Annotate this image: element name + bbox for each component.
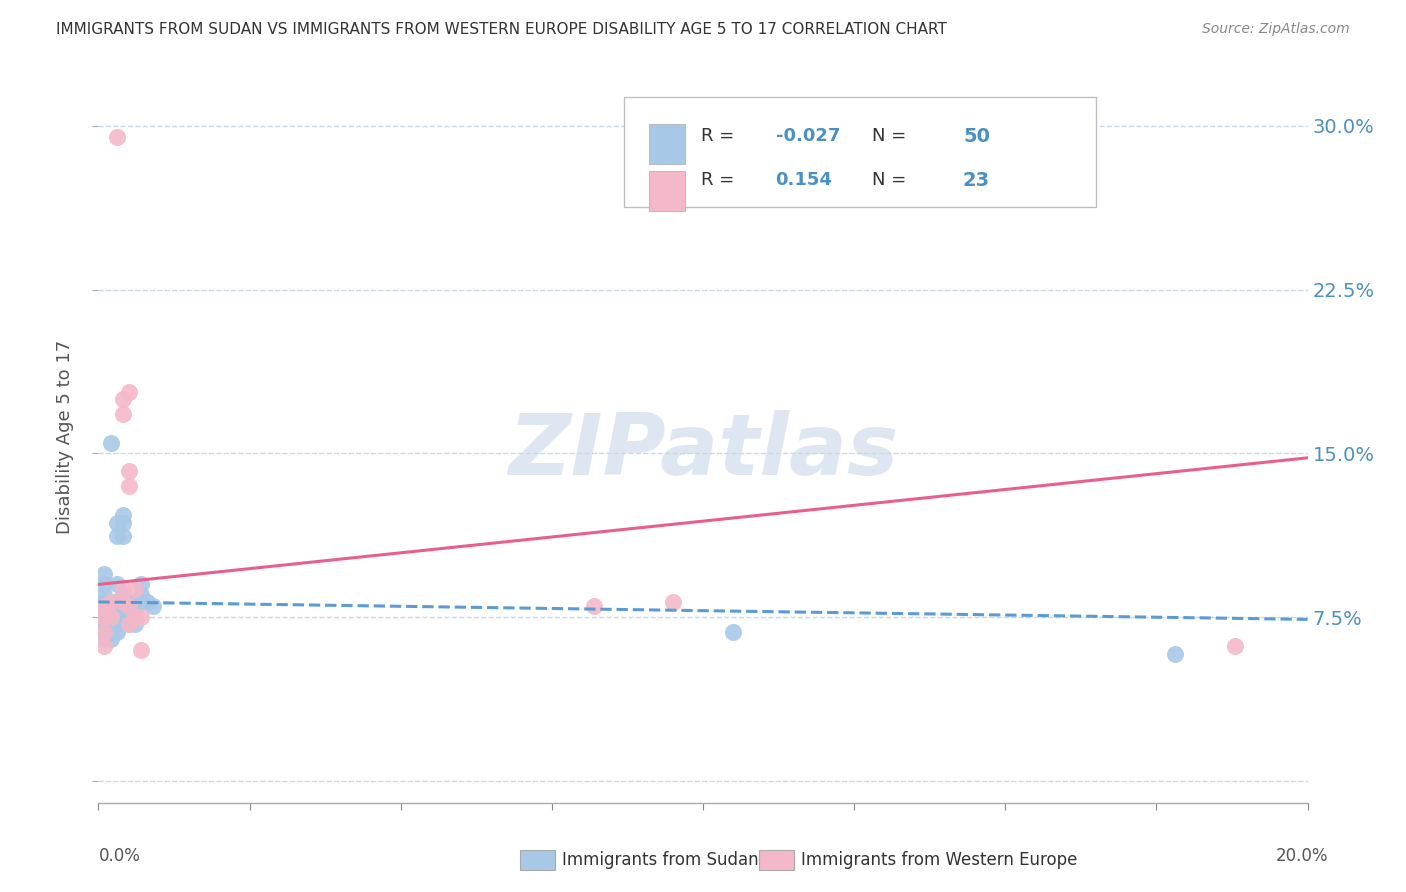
Point (118, 599, 141, 614)
Point (135, 595, 157, 609)
Text: 20.0%: 20.0% (1277, 847, 1329, 865)
FancyBboxPatch shape (624, 97, 1097, 207)
Point (118, 616, 141, 631)
Text: IMMIGRANTS FROM SUDAN VS IMMIGRANTS FROM WESTERN EUROPE DISABILITY AGE 5 TO 17 C: IMMIGRANTS FROM SUDAN VS IMMIGRANTS FROM… (56, 22, 948, 37)
Text: Source: ZipAtlas.com: Source: ZipAtlas.com (1202, 22, 1350, 37)
Point (723, 625, 745, 640)
Point (129, 595, 152, 609)
Point (93, 577, 115, 591)
Text: R =: R = (700, 171, 740, 189)
Point (93, 588, 115, 602)
Point (118, 610, 141, 624)
Point (93, 604, 115, 618)
Point (100, 625, 122, 640)
Point (124, 616, 146, 631)
Point (100, 604, 122, 618)
Point (100, 435, 122, 450)
Point (105, 604, 128, 618)
Point (111, 529, 134, 543)
Point (93, 595, 115, 609)
Point (111, 392, 134, 406)
Point (124, 610, 146, 624)
Point (111, 610, 134, 624)
Point (118, 464, 141, 478)
Point (93, 625, 115, 640)
Text: R =: R = (700, 128, 740, 145)
Text: N =: N = (872, 171, 912, 189)
Point (111, 516, 134, 531)
Point (93, 599, 115, 614)
Point (118, 385, 141, 400)
Point (129, 577, 152, 591)
Point (111, 508, 134, 522)
FancyBboxPatch shape (648, 123, 685, 164)
Y-axis label: Disability Age 5 to 17: Disability Age 5 to 17 (56, 340, 75, 534)
Text: 23: 23 (963, 171, 990, 190)
Point (105, 616, 128, 631)
Point (100, 595, 122, 609)
Point (111, 407, 134, 421)
Point (105, 129, 128, 144)
Point (124, 604, 146, 618)
Point (142, 599, 165, 614)
Point (118, 479, 141, 493)
Point (100, 632, 122, 646)
Point (100, 621, 122, 635)
Point (93, 599, 115, 614)
Point (105, 610, 128, 624)
Point (111, 588, 134, 602)
FancyBboxPatch shape (648, 170, 685, 211)
Point (1223, 639, 1246, 653)
Point (124, 595, 146, 609)
Text: 0.154: 0.154 (776, 171, 832, 189)
Point (93, 612, 115, 626)
Point (1163, 648, 1185, 662)
Point (93, 616, 115, 631)
Text: Immigrants from Western Europe: Immigrants from Western Europe (801, 851, 1078, 869)
Point (118, 616, 141, 631)
Point (93, 610, 115, 624)
Point (93, 621, 115, 635)
Point (93, 566, 115, 581)
Point (111, 595, 134, 609)
Text: Immigrants from Sudan: Immigrants from Sudan (562, 851, 759, 869)
Point (124, 610, 146, 624)
Point (93, 625, 115, 640)
Point (100, 616, 122, 631)
Point (124, 582, 146, 596)
Point (105, 516, 128, 531)
Point (93, 607, 115, 622)
Text: ZIPatlas: ZIPatlas (508, 410, 898, 493)
Point (111, 599, 134, 614)
Point (118, 604, 141, 618)
Text: 0.0%: 0.0% (98, 847, 141, 865)
Point (105, 529, 128, 543)
Point (129, 643, 152, 657)
Point (100, 595, 122, 609)
Point (118, 595, 141, 609)
Point (105, 577, 128, 591)
Text: 50: 50 (963, 127, 990, 146)
Point (105, 625, 128, 640)
Point (100, 610, 122, 624)
Point (105, 595, 128, 609)
Point (129, 610, 152, 624)
Point (583, 599, 606, 614)
Point (661, 595, 683, 609)
Point (100, 610, 122, 624)
Point (93, 632, 115, 646)
Point (93, 639, 115, 653)
Point (129, 588, 152, 602)
Text: N =: N = (872, 128, 912, 145)
Text: -0.027: -0.027 (776, 128, 839, 145)
Point (100, 599, 122, 614)
Point (111, 582, 134, 596)
